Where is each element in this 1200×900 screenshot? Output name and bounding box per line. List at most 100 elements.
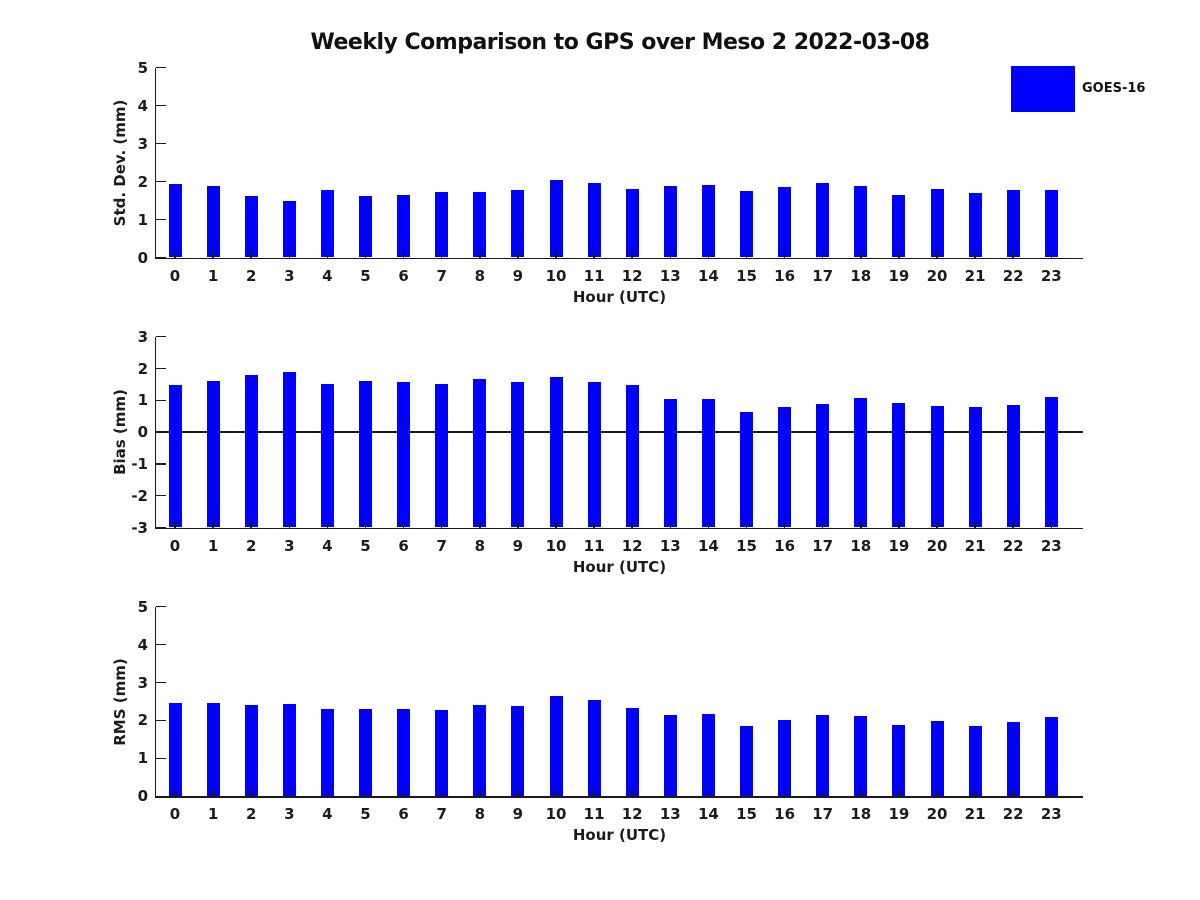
bar: [244, 195, 258, 258]
bar: [587, 700, 601, 797]
y-axis-tick: [156, 605, 166, 608]
y-tick-label: 4: [137, 635, 148, 654]
x-axis-tick: [250, 789, 252, 797]
bar: [206, 380, 220, 528]
x-tick-label: 20: [926, 536, 948, 555]
x-tick-label: 2: [245, 536, 257, 555]
x-tick-label: 15: [736, 805, 757, 824]
x-tick-label: 5: [360, 266, 371, 285]
y-axis-tick: [156, 218, 166, 221]
chart-title: Weekly Comparison to GPS over Meso 2 202…: [310, 30, 930, 55]
y-axis-tick: [156, 399, 166, 402]
x-tick-label: 17: [812, 805, 834, 824]
y-tick-label: 3: [137, 134, 148, 153]
x-tick-label: 23: [1040, 536, 1062, 555]
bar: [244, 374, 258, 528]
x-axis-tick: [288, 520, 291, 528]
x-axis-tick: [745, 520, 748, 528]
bar: [740, 191, 753, 258]
x-axis-tick: [212, 250, 214, 258]
bar: [816, 404, 830, 528]
x-axis-tick: [555, 789, 557, 797]
y-axis-tick: [156, 142, 166, 145]
x-axis-tick: [1012, 789, 1014, 797]
bar: [282, 372, 296, 528]
x-axis-tick: [1050, 250, 1053, 258]
x-tick-label: 19: [888, 805, 910, 824]
bar: [587, 182, 601, 258]
x-tick-label: 10: [545, 266, 567, 285]
y-tick-label: 2: [137, 359, 148, 378]
x-axis-tick: [593, 520, 595, 528]
x-tick-label: 4: [322, 805, 333, 824]
x-tick-label: 15: [736, 536, 757, 555]
x-axis-tick: [479, 250, 481, 258]
bar: [740, 726, 753, 797]
x-tick-label: 15: [736, 266, 757, 285]
x-tick-label: 3: [284, 266, 295, 285]
x-axis-tick: [364, 250, 367, 258]
x-axis-tick: [745, 250, 748, 258]
x-axis-tick: [517, 520, 519, 528]
y-axis-tick: [156, 643, 166, 646]
x-tick-label: 23: [1040, 266, 1062, 285]
bar: [816, 183, 830, 258]
y-axis-spine: [154, 606, 156, 798]
x-axis-tick: [440, 789, 443, 797]
y-axis-tick: [156, 795, 166, 798]
x-tick-label: 22: [1002, 536, 1024, 555]
y-axis-spine: [154, 336, 156, 529]
x-tick-label: 8: [474, 536, 486, 555]
y-tick-label: 3: [137, 673, 148, 692]
x-tick-label: 13: [659, 536, 681, 555]
x-axis-spine: [154, 796, 1083, 798]
x-tick-label: 1: [207, 805, 219, 824]
bar: [968, 725, 982, 797]
y-axis-tick: [156, 335, 166, 338]
y-tick-label: 1: [137, 749, 148, 768]
x-tick-label: 18: [850, 536, 872, 555]
x-axis-tick: [936, 789, 938, 797]
x-axis-label: Hour (UTC): [572, 287, 667, 306]
bar: [816, 714, 830, 797]
y-axis-label: RMS (mm): [111, 657, 129, 746]
x-tick-label: 20: [926, 266, 948, 285]
y-tick-label: 0: [137, 248, 148, 267]
x-tick-label: 19: [888, 266, 910, 285]
x-tick-label: 21: [964, 805, 986, 824]
x-axis-tick: [1012, 250, 1014, 258]
bar: [511, 189, 525, 258]
bar: [930, 189, 944, 258]
x-axis-tick: [860, 250, 862, 258]
x-tick-label: 21: [964, 536, 986, 555]
bar: [549, 377, 563, 528]
bar: [854, 715, 868, 797]
x-tick-label: 9: [512, 805, 524, 824]
bar: [549, 695, 563, 797]
bar: [168, 184, 182, 258]
x-axis-tick: [936, 250, 938, 258]
bar: [397, 381, 411, 528]
x-axis-tick: [974, 250, 976, 258]
x-tick-label: 18: [850, 266, 872, 285]
x-tick-label: 2: [245, 266, 257, 285]
x-tick-label: 14: [697, 266, 719, 285]
bar: [282, 201, 296, 258]
x-tick-label: 1: [207, 536, 219, 555]
x-axis-tick: [707, 250, 710, 258]
y-tick-label: 0: [137, 787, 148, 806]
bar: [511, 706, 525, 797]
x-tick-label: 3: [284, 805, 295, 824]
x-axis-tick: [860, 520, 862, 528]
bar: [320, 708, 334, 797]
y-axis-tick: [156, 66, 166, 69]
x-axis-tick: [1012, 520, 1014, 528]
bar: [435, 384, 449, 528]
x-axis-tick: [517, 250, 519, 258]
x-axis-tick: [631, 789, 633, 797]
x-axis-label: Hour (UTC): [572, 557, 667, 576]
x-tick-label: 8: [474, 805, 486, 824]
x-tick-label: 18: [850, 805, 872, 824]
bar: [359, 195, 372, 258]
bar: [168, 703, 182, 797]
